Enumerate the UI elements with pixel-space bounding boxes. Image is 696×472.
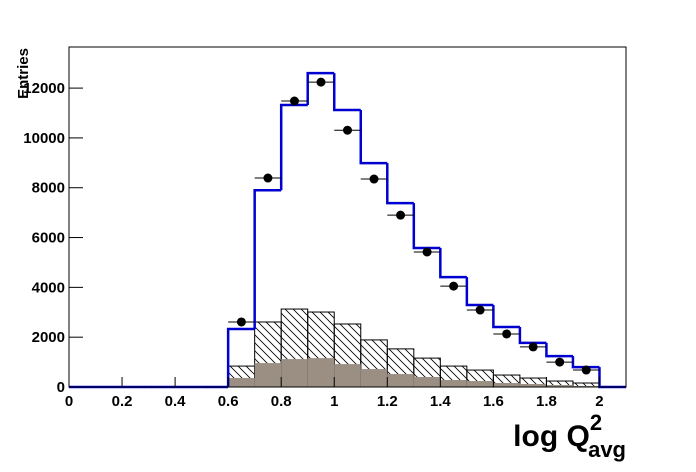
- x-tick-label: 0.4: [165, 393, 187, 410]
- filled-bar: [546, 385, 573, 387]
- filled-bar: [307, 358, 335, 387]
- data-point: [263, 173, 273, 183]
- x-tick-label: 0.2: [112, 393, 133, 410]
- data-point: [528, 342, 538, 352]
- histogram-step: [465, 277, 494, 307]
- data-point: [236, 317, 246, 327]
- filled-bar: [228, 378, 255, 387]
- x-title-sup: 2: [590, 410, 602, 435]
- data-point: [289, 96, 299, 106]
- filled-bar: [360, 369, 388, 387]
- filled-bar: [466, 381, 494, 387]
- data-point: [343, 125, 352, 135]
- histogram-step: [359, 110, 388, 165]
- filled-bar: [334, 364, 361, 387]
- y-tick-label: 12000: [23, 80, 65, 97]
- x-tick-label: 1.2: [377, 393, 398, 410]
- histogram-step: [545, 342, 573, 358]
- y-tick-label: 8000: [32, 180, 65, 197]
- histogram-step: [412, 203, 441, 250]
- frame: [68, 46, 627, 388]
- histogram-step: [598, 367, 626, 389]
- y-tick-label: 6000: [32, 230, 65, 247]
- y-tick-label: 0: [57, 379, 65, 396]
- histogram-step: [332, 73, 361, 112]
- x-tick-label: 1: [330, 393, 338, 410]
- x-tick-label: 2: [595, 393, 603, 410]
- data-point: [555, 357, 565, 367]
- histogram-step: [439, 248, 467, 279]
- y-axis-title: Entries: [15, 48, 32, 99]
- data-point: [502, 329, 512, 339]
- filled-bar: [493, 383, 520, 387]
- data-point: [449, 281, 459, 291]
- data-point: [422, 247, 432, 257]
- x-tick-label: 0: [65, 393, 73, 410]
- histogram-step: [386, 163, 414, 205]
- y-tick-label: 4000: [32, 279, 65, 296]
- y-tick-label: 10000: [23, 130, 65, 147]
- data-point: [396, 210, 406, 220]
- filled-bar: [281, 359, 308, 387]
- filled-bar: [519, 384, 547, 387]
- x-tick-label: 0.6: [218, 393, 239, 410]
- x-tick-label: 1.8: [536, 393, 557, 410]
- x-tick-label: 1.4: [430, 393, 452, 410]
- data-point: [475, 305, 485, 315]
- histogram-step: [226, 327, 255, 387]
- filled-bar: [254, 363, 282, 387]
- histogram-step: [253, 188, 282, 329]
- filled-bar: [440, 380, 467, 387]
- histogram-step: [492, 305, 520, 329]
- x-tick-label: 1.6: [483, 393, 504, 410]
- data-point: [581, 365, 591, 375]
- x-tick-label: 0.8: [271, 393, 292, 410]
- x-title-main: log Q: [513, 420, 590, 453]
- histogram-step: [279, 103, 308, 191]
- data-point: [369, 174, 379, 184]
- x-title-sub: avg: [588, 437, 626, 462]
- histogram-step: [306, 71, 335, 106]
- histogram-step: [571, 356, 600, 369]
- y-tick-label: 2000: [32, 329, 65, 346]
- x-axis-title: log Q2 avg: [513, 410, 626, 462]
- data-point: [316, 77, 326, 87]
- filled-bar: [387, 374, 414, 387]
- filled-bar: [413, 377, 441, 387]
- histogram-step: [518, 326, 547, 345]
